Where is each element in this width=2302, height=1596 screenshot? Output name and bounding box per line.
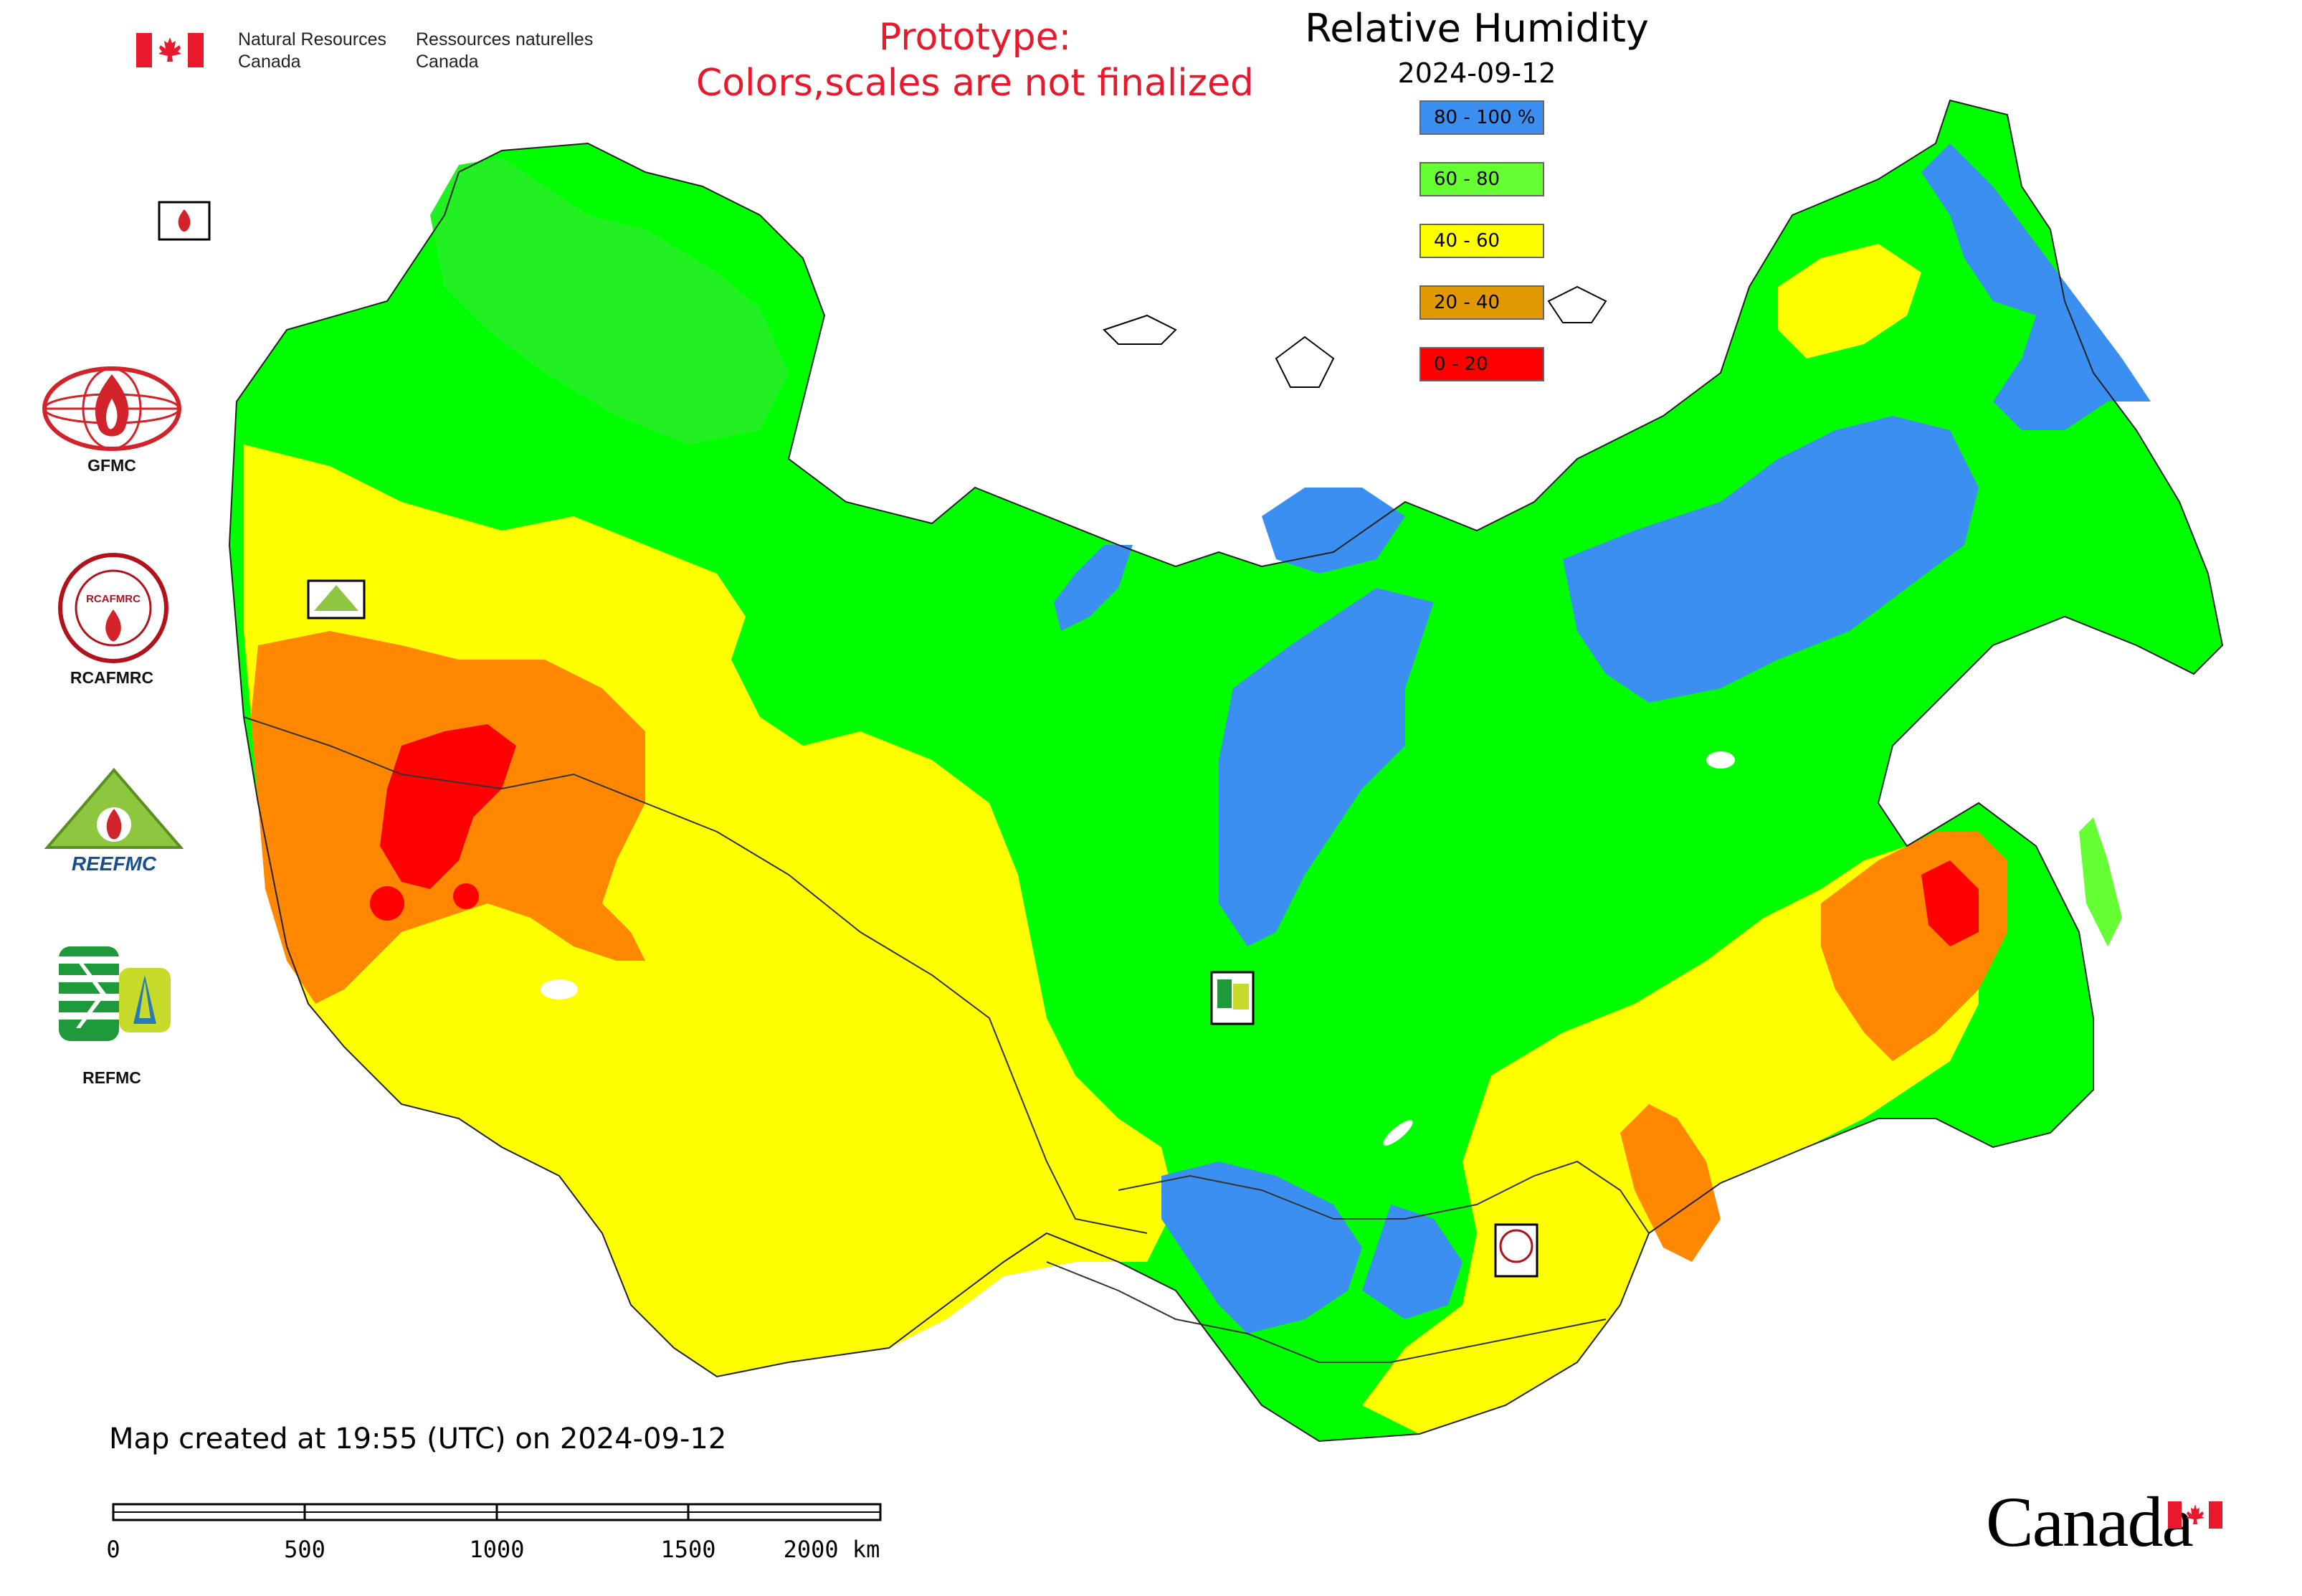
map-region-blue-south: [1161, 1162, 1362, 1334]
map-coastline: [228, 99, 2224, 1443]
legend-class-80-100: 80 - 100 %: [1419, 100, 1544, 135]
map-region-blue-taymyr: [1262, 488, 1405, 574]
map-region-blue-northeast: [1563, 416, 1979, 703]
map-border-kazakhstan: [243, 716, 1148, 1234]
map-land-new-siberian: [1547, 285, 1607, 323]
map-region-blue-kamchatka: [1921, 143, 2151, 430]
map-border-china: [1046, 1261, 1607, 1363]
gfmc-marker-icon: [158, 201, 211, 241]
legend-title: Relative Humidity: [1305, 6, 1649, 51]
svg-text:RCAFMRC: RCAFMRC: [86, 593, 141, 605]
reefmc-logo-icon: REEFMC: [44, 767, 184, 875]
side-logo-rcafmrc-label: RCAFMRC: [70, 668, 154, 687]
map-border-mongolia: [1118, 1160, 1650, 1234]
canada-wordmark: Canada: [1986, 1482, 2194, 1562]
legend-class-20-40: 20 - 40: [1419, 285, 1544, 320]
rcafmrc-logo-icon: RCAFMRC: [58, 553, 168, 663]
svg-text:REEFMC: REEFMC: [72, 852, 157, 875]
map-region-orange-amur: [1620, 1104, 1721, 1262]
scale-tick-500: 500: [284, 1536, 325, 1563]
agency-name-fr: Ressources naturelles Canada: [416, 29, 594, 72]
map-region-red-east: [1921, 860, 1979, 946]
map-region-red-west: [380, 724, 516, 889]
map-land-north-europe: [430, 158, 789, 445]
scale-tick-0: 0: [106, 1536, 120, 1563]
prototype-notice: Prototype: Colors,scales are not finaliz…: [695, 16, 1255, 105]
scale-tick-2000: 2000 km: [783, 1536, 880, 1563]
nrcan-signature: Natural Resources Canada Ressources natur…: [136, 29, 595, 79]
side-logo-refmc-label: REFMC: [82, 1068, 141, 1087]
canada-wordmark-flag-icon: [2168, 1501, 2222, 1529]
legend-class-40-60: 40 - 60: [1419, 224, 1544, 258]
map-created-timestamp: Map created at 19:55 (UTC) on 2024-09-12: [109, 1422, 727, 1455]
legend-date: 2024-09-12: [1397, 57, 1556, 89]
side-logo-gfmc-label: GFMC: [87, 456, 136, 475]
map-region-blue-novaya-zemlya: [1054, 545, 1133, 631]
rcafmrc-marker-icon: [1494, 1223, 1538, 1278]
map-land-franz-josef: [1103, 314, 1177, 345]
legend-class-60-80: 60 - 80: [1419, 162, 1544, 196]
scale-tick-1500: 1500: [660, 1536, 716, 1563]
canada-flag-icon: [136, 33, 204, 67]
map-region-blue-siberia: [1219, 588, 1434, 946]
scale-bar: 0 500 1000 1500 2000 km: [106, 1496, 882, 1567]
refmc-marker-icon: [1210, 971, 1255, 1025]
gfmc-logo-icon: [42, 366, 181, 451]
legend-class-0-20: 0 - 20: [1419, 347, 1544, 381]
map-land-severnaya-zemlya: [1275, 336, 1335, 388]
reefmc-marker-icon: [307, 579, 366, 619]
map-region-yellow-kazakh: [631, 746, 1147, 1248]
map-land-sakhalin: [2079, 817, 2122, 946]
map-region-yellow-chukotka: [1778, 244, 1921, 358]
scale-tick-1000: 1000: [469, 1536, 525, 1563]
map-region-blue-baikal: [1362, 1205, 1462, 1319]
agency-name-en: Natural Resources Canada: [238, 29, 387, 72]
refmc-logo-icon: [59, 946, 171, 1041]
scale-bar-graphic: [112, 1503, 882, 1521]
